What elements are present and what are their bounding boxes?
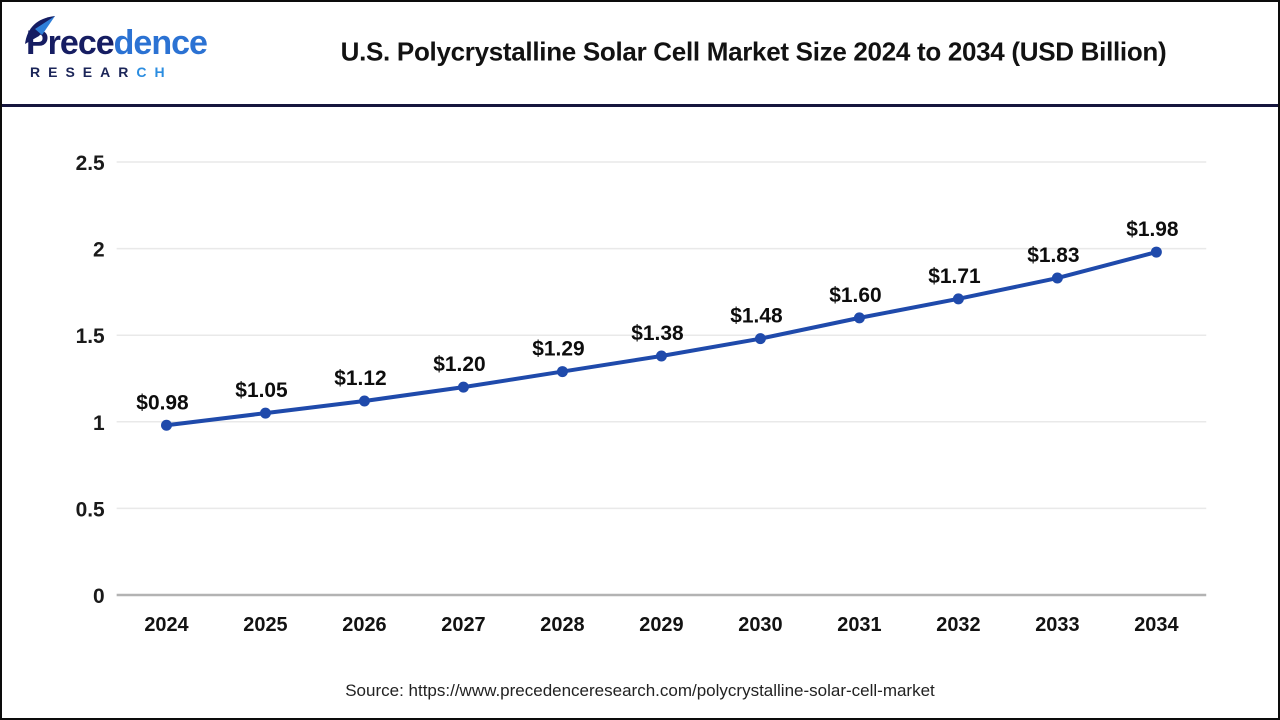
market-size-line-chart: 0 0.5 1 1.5 2 2.5 2024 2025 2026 2027 2028 2029 2030… <box>76 152 1207 636</box>
data-point-label: $1.29 <box>532 338 584 361</box>
brand-name-line: Precedence <box>25 16 231 62</box>
data-point-label: $1.98 <box>1126 218 1179 241</box>
brand-subtitle-secondary: CH <box>136 64 173 80</box>
chart-area: 0 0.5 1 1.5 2 2.5 2024 2025 2026 2027 2028 2029 2030… <box>2 107 1278 717</box>
data-point-label: $1.38 <box>631 322 684 345</box>
data-point <box>259 407 271 419</box>
data-point <box>457 381 469 393</box>
leaf-icon <box>25 16 55 44</box>
data-point <box>952 293 964 305</box>
data-point <box>161 419 172 431</box>
header: Precedence RESEARCH U.S. Polycrystalline… <box>2 2 1278 107</box>
x-tick-label: 2025 <box>243 614 287 636</box>
y-tick-label: 2 <box>93 239 105 262</box>
data-point-label: $1.20 <box>433 353 485 376</box>
y-tick-label: 1.5 <box>76 325 105 348</box>
x-tick-label: 2032 <box>936 614 980 636</box>
data-point <box>655 350 667 362</box>
data-point-label: $1.71 <box>928 265 981 288</box>
data-point <box>1150 246 1162 258</box>
x-tick-label: 2034 <box>1134 614 1178 636</box>
source-text: Source: https://www.precedenceresearch.c… <box>345 681 935 700</box>
data-point-label: $1.05 <box>235 379 288 402</box>
x-tick-label: 2031 <box>837 614 881 636</box>
x-tick-label: 2024 <box>144 614 188 636</box>
x-tick-label: 2026 <box>342 614 386 636</box>
x-tick-label: 2029 <box>639 614 683 636</box>
brand-name: Precedence <box>26 24 208 62</box>
brand-subtitle-primary: RESEAR <box>30 64 137 80</box>
y-tick-label: 1 <box>93 412 105 435</box>
chart-title: U.S. Polycrystalline Solar Cell Market S… <box>340 36 1167 67</box>
data-point <box>754 333 766 345</box>
data-point <box>556 366 568 378</box>
brand-name-secondary: dence <box>113 24 208 62</box>
data-point-label: $1.60 <box>829 284 881 307</box>
data-point-label: $1.12 <box>334 367 386 390</box>
data-point-label: $0.98 <box>136 391 189 414</box>
x-tick-label: 2027 <box>441 614 485 636</box>
data-point <box>853 312 865 324</box>
x-tick-label: 2028 <box>540 614 584 636</box>
x-tick-label: 2033 <box>1035 614 1079 636</box>
y-tick-label: 2.5 <box>76 152 105 175</box>
data-point-label: $1.48 <box>730 305 783 328</box>
y-tick-label: 0 <box>93 585 105 608</box>
brand-logo: Precedence RESEARCH <box>25 16 231 80</box>
data-point <box>1051 272 1063 284</box>
y-tick-label: 0.5 <box>76 498 105 521</box>
x-tick-label: 2030 <box>738 614 782 636</box>
data-point <box>358 395 370 407</box>
brand-subtitle: RESEARCH <box>30 64 231 80</box>
data-point-label: $1.83 <box>1027 244 1079 267</box>
